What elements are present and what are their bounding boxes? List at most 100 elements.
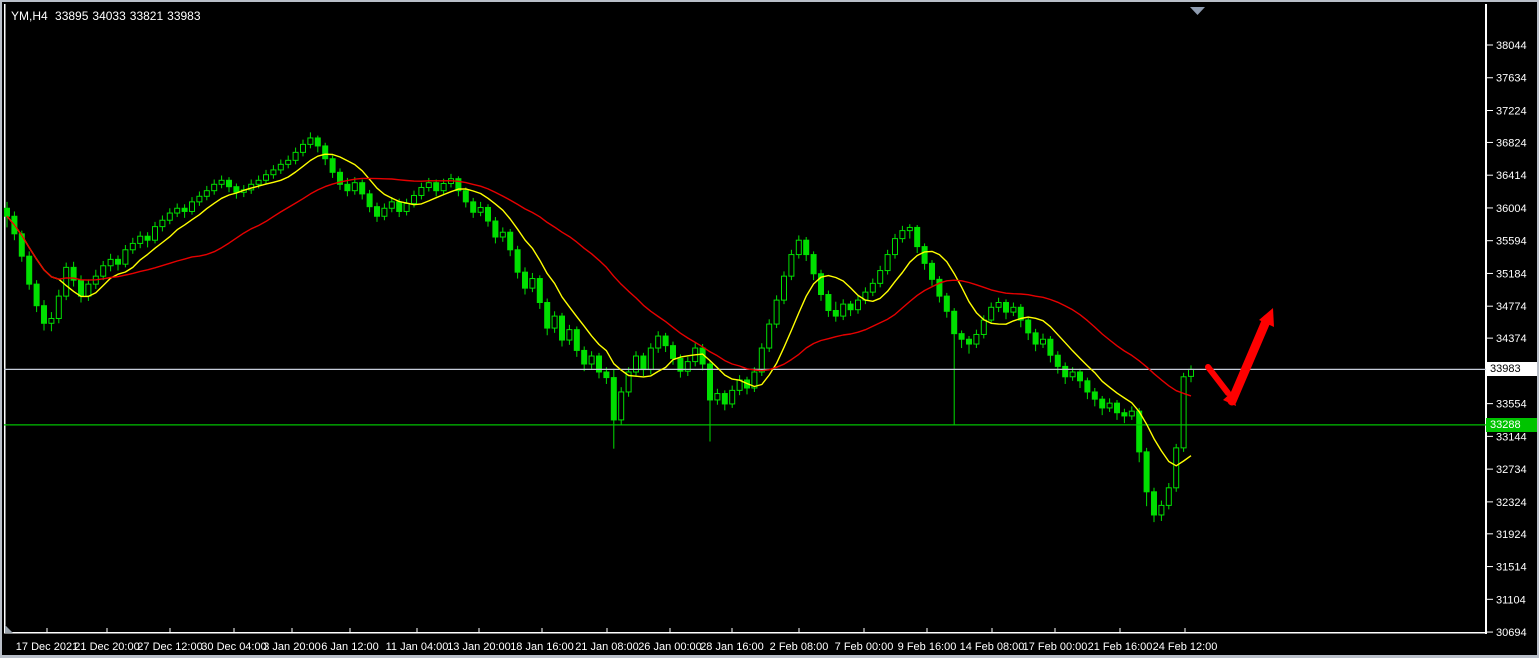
candle[interactable] [41,300,47,331]
candle[interactable] [470,197,477,218]
candle[interactable] [943,292,950,318]
candle[interactable] [307,132,314,149]
candle[interactable] [1114,399,1120,420]
candle[interactable] [211,179,218,195]
candle[interactable] [433,179,440,197]
candle[interactable] [810,251,817,281]
candle[interactable] [270,165,277,179]
candle[interactable] [840,299,847,321]
candle[interactable] [137,231,144,249]
candle[interactable] [425,177,432,192]
candle[interactable] [115,255,121,271]
chart-shift-marker-icon[interactable] [1190,7,1205,15]
candle[interactable] [884,249,891,275]
candle[interactable] [832,301,839,322]
candle[interactable] [462,187,469,208]
candle[interactable] [233,183,240,199]
candle[interactable] [277,159,284,174]
candle[interactable] [596,352,602,379]
candle[interactable] [455,176,462,197]
candle[interactable] [766,319,773,353]
candle[interactable] [877,265,884,288]
candle[interactable] [300,139,306,157]
candle[interactable] [359,179,366,200]
candle[interactable] [203,185,210,201]
candle[interactable] [744,376,750,395]
candle[interactable] [995,297,1002,313]
candle[interactable] [862,287,869,305]
candle[interactable] [144,232,151,248]
candle[interactable] [788,249,795,281]
candle[interactable] [152,221,158,244]
candle[interactable] [26,251,33,290]
candle[interactable] [714,388,721,405]
candle[interactable] [736,375,743,396]
candle[interactable] [181,204,188,218]
candle[interactable] [655,331,662,353]
candle[interactable] [314,135,321,153]
candle[interactable] [292,147,299,165]
candle[interactable] [388,197,395,213]
candle[interactable] [374,202,380,222]
candle[interactable] [492,217,499,244]
candle[interactable] [1128,406,1135,420]
candles-layer[interactable] [4,132,1194,523]
candle[interactable] [70,261,77,287]
candle[interactable] [588,351,595,369]
candle[interactable] [1077,368,1083,388]
candle[interactable] [1158,500,1165,521]
candle[interactable] [507,229,514,257]
candle[interactable] [63,262,70,301]
candle[interactable] [869,278,876,297]
candle[interactable] [633,351,639,377]
candle[interactable] [899,225,906,243]
candle[interactable] [1003,299,1009,320]
candle[interactable] [640,352,647,376]
candle[interactable] [33,280,40,313]
candle[interactable] [573,326,580,357]
candle[interactable] [914,225,921,253]
candle[interactable] [707,360,713,442]
candle[interactable] [1136,407,1143,463]
candle[interactable] [929,260,935,286]
candle[interactable] [1084,377,1091,400]
candle[interactable] [684,356,691,376]
candle[interactable] [825,290,832,317]
candle[interactable] [1151,487,1157,523]
candle[interactable] [1165,483,1172,510]
candle[interactable] [529,272,536,293]
candle[interactable] [514,245,521,279]
candle[interactable] [625,367,632,397]
candle[interactable] [1025,316,1032,341]
candle[interactable] [1180,372,1187,452]
candle[interactable] [55,289,62,324]
candle[interactable] [499,227,506,242]
candle[interactable] [174,203,181,218]
candle[interactable] [122,245,129,268]
candle[interactable] [218,175,225,189]
candle[interactable] [522,267,528,295]
candle[interactable] [936,276,943,303]
price-axis[interactable]: 38044 37634 37224 36824 36414 36004 35594 35184… [1487,40,1527,639]
candle[interactable] [551,311,558,333]
candle[interactable] [958,330,965,349]
candle[interactable] [781,271,787,305]
candle[interactable] [662,332,669,353]
candle[interactable] [618,387,625,426]
candle[interactable] [477,201,484,217]
candle[interactable] [351,177,358,195]
candle[interactable] [670,341,676,365]
candle[interactable] [226,177,232,193]
candle[interactable] [248,179,255,194]
candle[interactable] [1017,304,1024,328]
candle[interactable] [1099,395,1106,416]
candle[interactable] [1047,336,1054,363]
candle[interactable] [1032,328,1039,352]
candle[interactable] [196,191,203,206]
candle[interactable] [85,279,92,301]
candle[interactable] [951,308,958,425]
candle[interactable] [721,390,728,411]
candle[interactable] [581,346,588,372]
candle[interactable] [544,298,551,336]
